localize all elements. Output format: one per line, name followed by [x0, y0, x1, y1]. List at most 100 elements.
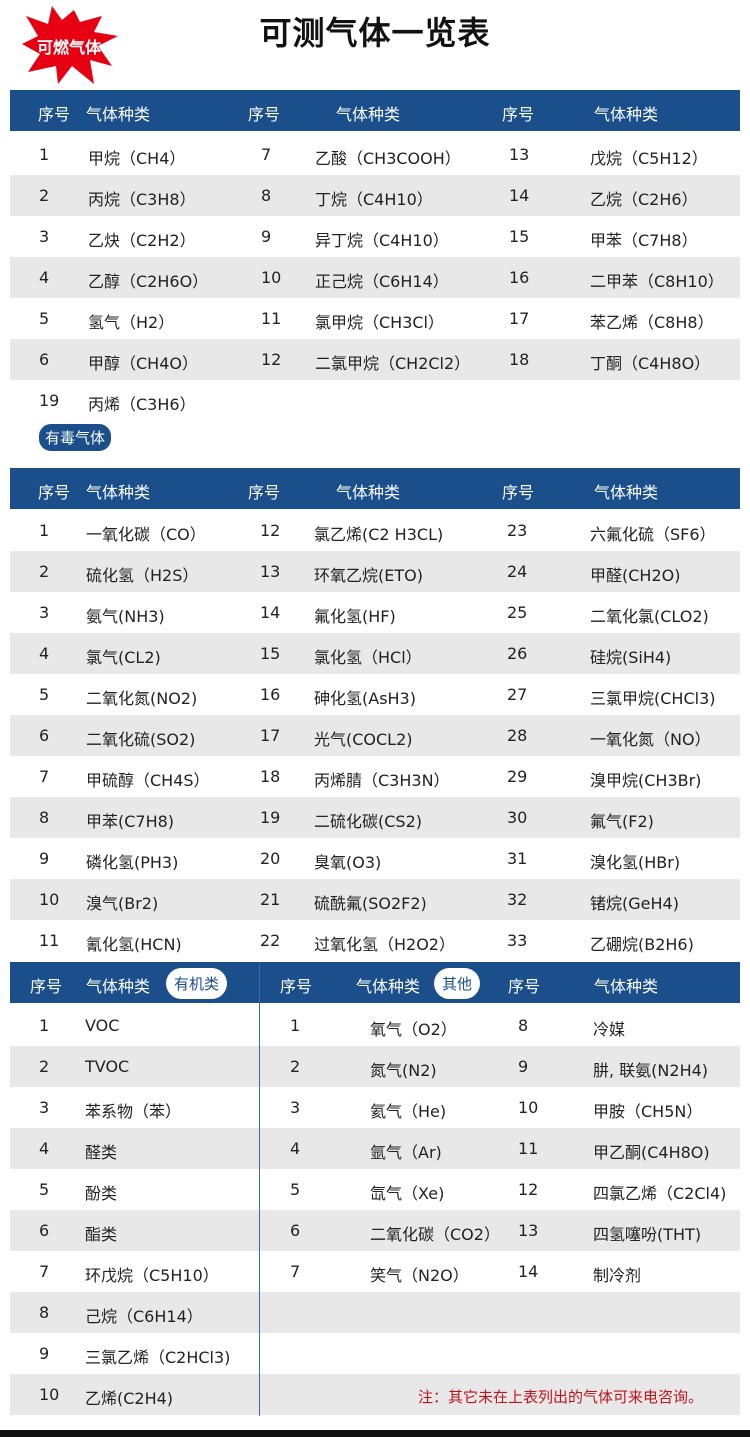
row-number: 19: [39, 391, 60, 410]
row-number: 1: [290, 1016, 301, 1035]
row-number: 17: [260, 726, 281, 745]
gas-name: 甲醛(CH2O): [590, 566, 681, 585]
row-number: 1: [39, 1016, 50, 1035]
gas-name: 二氯甲烷（CH2Cl2）: [315, 354, 471, 373]
table-row: 7 环戊烷（C5H10） 7 笑气（N2O） 14 制冷剂: [10, 1251, 740, 1292]
row-number: 5: [39, 1180, 50, 1199]
gas-name: 氮气(N2): [370, 1061, 437, 1080]
table-row: 7 甲硫醇（CH4S） 18 丙烯腈（C3H3N） 29 溴甲烷(CH3Br): [10, 756, 740, 797]
row-number: 31: [507, 849, 528, 868]
table-row: 8 甲苯(C7H8) 19 二硫化碳(CS2) 30 氟气(F2): [10, 797, 740, 838]
gas-name: 氨气(NH3): [86, 607, 165, 626]
footer-note: 注：其它未在上表列出的气体可来电咨询。: [418, 1388, 704, 1406]
gas-name: 二甲苯（C8H10）: [590, 272, 724, 291]
row-number: 6: [290, 1221, 301, 1240]
table-row: 1 一氧化碳（CO） 12 氯乙烯(C2 H3CL) 23 六氟化硫（SF6）: [10, 510, 740, 551]
row-number: 15: [260, 644, 281, 663]
table-row: 3 苯系物（苯） 3 氦气（He) 10 甲胺（CH5N）: [10, 1087, 740, 1128]
table-row: 1 甲烷（CH4） 7 乙酸（CH3COOH） 13 戊烷（C5H12）: [10, 134, 740, 175]
row-number: 5: [39, 309, 50, 328]
row-number: 12: [260, 521, 281, 540]
row-number: 22: [260, 931, 281, 950]
gas-name: 肼, 联氨(N2H4): [593, 1061, 709, 1080]
row-number: 2: [290, 1057, 301, 1076]
row-number: 24: [507, 562, 528, 581]
gas-name: 氯气(CL2): [86, 648, 161, 667]
table-row: 8 己烷（C6H14）: [10, 1292, 740, 1333]
gas-name: 四氯乙烯（C2Cl4): [593, 1184, 727, 1203]
gas-name: 异丁烷（C4H10）: [315, 231, 449, 250]
row-number: 6: [39, 726, 50, 745]
gas-name: 丁烷（C4H10）: [315, 190, 433, 209]
flammable-label: 可燃气体: [36, 38, 101, 57]
gas-name: TVOC: [85, 1057, 130, 1076]
row-number: 2: [39, 562, 50, 581]
table-row: 2 硫化氢（H2S） 13 环氧乙烷(ETO) 24 甲醛(CH2O): [10, 551, 740, 592]
row-number: 11: [39, 931, 60, 950]
gas-name: 臭氧(O3): [314, 853, 382, 872]
gas-name: 己烷（C6H14）: [85, 1307, 203, 1326]
gas-name: 溴甲烷(CH3Br): [590, 771, 702, 790]
gas-name: 氙气（Xe): [370, 1184, 445, 1203]
row-number: 16: [260, 685, 281, 704]
row-number: 11: [518, 1139, 539, 1158]
flammable-table-header: 序号 气体种类 序号 气体种类 序号 气体种类: [10, 90, 740, 131]
row-number: 20: [260, 849, 281, 868]
row-number: 33: [507, 931, 528, 950]
row-number: 10: [261, 268, 282, 287]
gas-name: 三氯甲烷(CHCl3): [590, 689, 716, 708]
gas-name: 二氧化氮(NO2): [86, 689, 198, 708]
row-number: 1: [39, 145, 50, 164]
gas-name: 戊烷（C5H12）: [590, 149, 708, 168]
gas-name: 二氧化碳（CO2）: [370, 1225, 500, 1244]
table-row: 19 丙烯（C3H6）: [10, 380, 740, 421]
gas-name: 甲乙酮(C4H8O): [593, 1143, 710, 1162]
toxic-table-header: 序号 气体种类 序号 气体种类 序号 气体种类: [10, 468, 740, 509]
row-number: 9: [261, 227, 272, 246]
gas-name: 甲胺（CH5N）: [593, 1102, 703, 1121]
row-number: 27: [507, 685, 528, 704]
gas-name: VOC: [85, 1016, 120, 1035]
gas-name: 丙烯（C3H6）: [88, 395, 196, 414]
gas-name: 甲苯（C7H8）: [590, 231, 698, 250]
table-row: 9 磷化氢(PH3) 20 臭氧(O3) 31 溴化氢(HBr): [10, 838, 740, 879]
row-number: 6: [39, 1221, 50, 1240]
row-number: 7: [39, 1262, 50, 1281]
gas-name: 氯甲烷（CH3Cl）: [315, 313, 445, 332]
row-number: 2: [39, 186, 50, 205]
gas-name: 乙酸（CH3COOH）: [315, 149, 461, 168]
table-row: 5 酚类 5 氙气（Xe) 12 四氯乙烯（C2Cl4): [10, 1169, 740, 1210]
table-row: 5 二氧化氮(NO2) 16 砷化氢(AsH3) 27 三氯甲烷(CHCl3): [10, 674, 740, 715]
row-number: 17: [509, 309, 530, 328]
row-number: 3: [39, 1098, 50, 1117]
row-number: 28: [507, 726, 528, 745]
gas-name: 硫酰氟(SO2F2): [314, 894, 427, 913]
table-row: 5 氢气（H2） 11 氯甲烷（CH3Cl） 17 苯乙烯（C8H8）: [10, 298, 740, 339]
row-number: 2: [39, 1057, 50, 1076]
gas-name: 锗烷(GeH4): [590, 894, 679, 913]
row-number: 15: [509, 227, 530, 246]
row-number: 14: [260, 603, 281, 622]
gas-name: 光气(COCL2): [314, 730, 413, 749]
gas-name: 氰化氢(HCN): [86, 935, 182, 954]
header-num: 序号: [38, 105, 71, 124]
other-table-header: 序号 气体种类 序号 气体种类 序号 气体种类: [10, 962, 740, 1003]
gas-name: 甲烷（CH4）: [88, 149, 186, 168]
row-number: 32: [507, 890, 528, 909]
gas-name: 乙炔（C2H2）: [88, 231, 196, 250]
row-number: 11: [261, 309, 282, 328]
gas-name: 丙烷（C3H8）: [88, 190, 196, 209]
row-number: 6: [39, 350, 50, 369]
gas-name: 酯类: [85, 1225, 118, 1244]
header-name: 气体种类: [594, 483, 659, 502]
burst-icon: [22, 6, 118, 84]
row-number: 8: [39, 808, 50, 827]
table-row: 10 溴气(Br2) 21 硫酰氟(SO2F2) 32 锗烷(GeH4): [10, 879, 740, 920]
row-number: 7: [261, 145, 272, 164]
gas-name: 冷媒: [593, 1020, 626, 1039]
page-title: 可测气体一览表: [259, 14, 491, 52]
row-number: 23: [507, 521, 528, 540]
gas-name: 过氧化氢（H2O2）: [314, 935, 455, 954]
row-number: 3: [39, 227, 50, 246]
gas-name: 醛类: [85, 1143, 118, 1162]
